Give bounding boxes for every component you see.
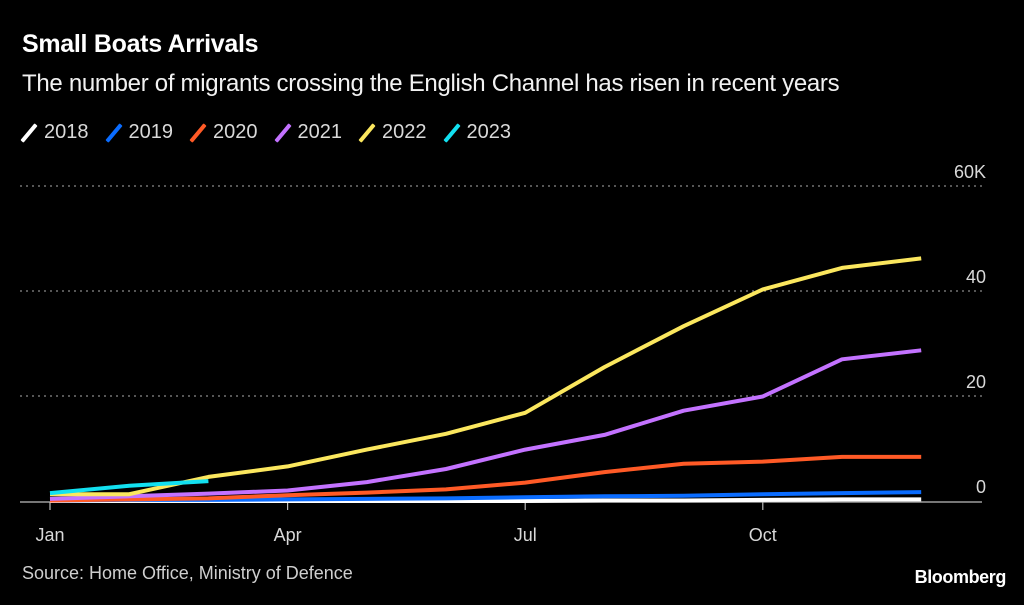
y-tick-label: 0 bbox=[976, 477, 986, 497]
chart-subtitle: The number of migrants crossing the Engl… bbox=[22, 70, 840, 97]
bloomberg-logo: Bloomberg bbox=[914, 567, 1007, 587]
x-tick-label: Jan bbox=[35, 525, 64, 545]
y-tick-label: 60K bbox=[954, 162, 986, 182]
legend-label: 2020 bbox=[213, 121, 258, 143]
x-axis: Jan Apr Jul Oct bbox=[20, 501, 982, 545]
legend-label: 2019 bbox=[128, 121, 174, 143]
legend-item-2019: 2019 bbox=[104, 121, 174, 144]
legend: 2018 2019 2020 2021 2022 2023 bbox=[20, 121, 529, 144]
y-axis: 0 20 40 60K bbox=[954, 162, 986, 497]
legend-item-2020: 2020 bbox=[189, 121, 258, 144]
gridlines bbox=[20, 185, 982, 397]
x-tick-label: Apr bbox=[274, 525, 302, 545]
series-line-2023 bbox=[49, 479, 209, 496]
y-tick-label: 20 bbox=[966, 372, 986, 392]
legend-item-2018: 2018 bbox=[20, 121, 89, 144]
legend-label: 2023 bbox=[466, 121, 512, 143]
series-line-2020 bbox=[49, 454, 922, 503]
legend-item-2021: 2021 bbox=[273, 121, 343, 144]
legend-label: 2018 bbox=[44, 121, 89, 143]
series-lines bbox=[49, 256, 922, 503]
series-line-2022 bbox=[50, 256, 922, 497]
legend-label: 2021 bbox=[297, 121, 343, 143]
legend-item-2022: 2022 bbox=[358, 121, 427, 144]
source-note: Source: Home Office, Ministry of Defence bbox=[22, 563, 353, 583]
legend-item-2023: 2023 bbox=[442, 121, 512, 144]
x-tick-label: Oct bbox=[749, 525, 777, 545]
y-tick-label: 40 bbox=[966, 267, 986, 287]
series-line-2021 bbox=[49, 348, 922, 501]
chart-title: Small Boats Arrivals bbox=[22, 30, 259, 58]
legend-label: 2022 bbox=[382, 121, 427, 143]
x-tick-label: Jul bbox=[514, 525, 537, 545]
